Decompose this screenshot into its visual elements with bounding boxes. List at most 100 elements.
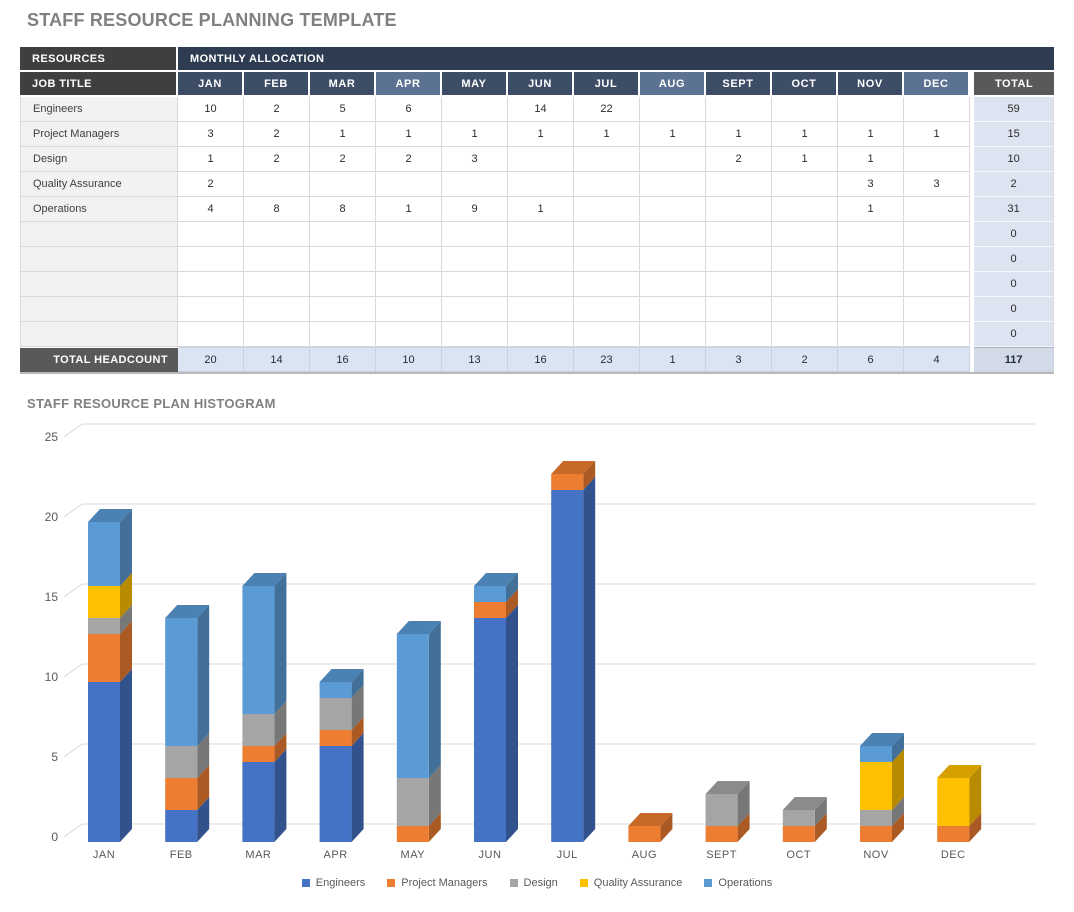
allocation-cell-r1-c7[interactable]: 1 [640,122,706,147]
allocation-cell-r5-c2[interactable] [310,222,376,247]
allocation-cell-r3-c5[interactable] [508,172,574,197]
allocation-cell-r1-c3[interactable]: 1 [376,122,442,147]
allocation-cell-r9-c0[interactable] [178,322,244,347]
allocation-cell-r9-c6[interactable] [574,322,640,347]
allocation-cell-r0-c3[interactable]: 6 [376,97,442,122]
allocation-cell-r4-c6[interactable] [574,197,640,222]
allocation-cell-r8-c6[interactable] [574,297,640,322]
allocation-cell-r5-c4[interactable] [442,222,508,247]
allocation-cell-r2-c3[interactable]: 2 [376,147,442,172]
allocation-cell-r3-c0[interactable]: 2 [178,172,244,197]
allocation-cell-r4-c9[interactable] [772,197,838,222]
allocation-cell-r8-c7[interactable] [640,297,706,322]
allocation-cell-r2-c6[interactable] [574,147,640,172]
allocation-cell-r0-c10[interactable] [838,97,904,122]
allocation-cell-r6-c3[interactable] [376,247,442,272]
allocation-cell-r2-c4[interactable]: 3 [442,147,508,172]
allocation-cell-r2-c10[interactable]: 1 [838,147,904,172]
allocation-cell-r5-c9[interactable] [772,222,838,247]
allocation-cell-r8-c5[interactable] [508,297,574,322]
allocation-cell-r9-c8[interactable] [706,322,772,347]
allocation-cell-r2-c11[interactable] [904,147,970,172]
allocation-cell-r1-c1[interactable]: 2 [244,122,310,147]
allocation-cell-r6-c0[interactable] [178,247,244,272]
job-title-cell[interactable] [20,322,178,347]
allocation-cell-r4-c8[interactable] [706,197,772,222]
allocation-cell-r2-c0[interactable]: 1 [178,147,244,172]
allocation-cell-r6-c8[interactable] [706,247,772,272]
allocation-cell-r0-c5[interactable]: 14 [508,97,574,122]
allocation-cell-r7-c11[interactable] [904,272,970,297]
allocation-cell-r4-c0[interactable]: 4 [178,197,244,222]
allocation-cell-r8-c10[interactable] [838,297,904,322]
allocation-cell-r5-c1[interactable] [244,222,310,247]
allocation-cell-r5-c6[interactable] [574,222,640,247]
allocation-cell-r0-c7[interactable] [640,97,706,122]
allocation-cell-r7-c9[interactable] [772,272,838,297]
allocation-cell-r8-c3[interactable] [376,297,442,322]
allocation-cell-r3-c2[interactable] [310,172,376,197]
allocation-cell-r6-c4[interactable] [442,247,508,272]
allocation-cell-r7-c5[interactable] [508,272,574,297]
allocation-cell-r6-c5[interactable] [508,247,574,272]
allocation-cell-r7-c4[interactable] [442,272,508,297]
job-title-cell[interactable] [20,222,178,247]
allocation-cell-r6-c10[interactable] [838,247,904,272]
allocation-cell-r7-c8[interactable] [706,272,772,297]
allocation-cell-r6-c6[interactable] [574,247,640,272]
allocation-cell-r3-c10[interactable]: 3 [838,172,904,197]
job-title-cell[interactable]: Design [20,147,178,172]
allocation-cell-r1-c0[interactable]: 3 [178,122,244,147]
allocation-cell-r1-c6[interactable]: 1 [574,122,640,147]
allocation-cell-r5-c10[interactable] [838,222,904,247]
allocation-cell-r6-c7[interactable] [640,247,706,272]
allocation-cell-r4-c2[interactable]: 8 [310,197,376,222]
allocation-cell-r7-c7[interactable] [640,272,706,297]
allocation-cell-r3-c3[interactable] [376,172,442,197]
allocation-cell-r2-c8[interactable]: 2 [706,147,772,172]
allocation-cell-r1-c4[interactable]: 1 [442,122,508,147]
allocation-cell-r7-c0[interactable] [178,272,244,297]
allocation-cell-r0-c9[interactable] [772,97,838,122]
allocation-cell-r0-c8[interactable] [706,97,772,122]
allocation-cell-r9-c9[interactable] [772,322,838,347]
allocation-cell-r3-c9[interactable] [772,172,838,197]
allocation-cell-r8-c1[interactable] [244,297,310,322]
allocation-cell-r5-c7[interactable] [640,222,706,247]
allocation-cell-r2-c7[interactable] [640,147,706,172]
allocation-cell-r2-c9[interactable]: 1 [772,147,838,172]
allocation-cell-r2-c2[interactable]: 2 [310,147,376,172]
job-title-cell[interactable] [20,247,178,272]
allocation-cell-r9-c11[interactable] [904,322,970,347]
job-title-cell[interactable]: Project Managers [20,122,178,147]
allocation-cell-r1-c8[interactable]: 1 [706,122,772,147]
allocation-cell-r5-c3[interactable] [376,222,442,247]
allocation-cell-r9-c5[interactable] [508,322,574,347]
allocation-cell-r4-c1[interactable]: 8 [244,197,310,222]
allocation-cell-r7-c1[interactable] [244,272,310,297]
allocation-cell-r5-c11[interactable] [904,222,970,247]
allocation-cell-r1-c10[interactable]: 1 [838,122,904,147]
allocation-cell-r3-c6[interactable] [574,172,640,197]
allocation-cell-r3-c7[interactable] [640,172,706,197]
allocation-cell-r8-c2[interactable] [310,297,376,322]
job-title-cell[interactable]: Quality Assurance [20,172,178,197]
allocation-cell-r3-c4[interactable] [442,172,508,197]
allocation-cell-r5-c0[interactable] [178,222,244,247]
allocation-cell-r7-c10[interactable] [838,272,904,297]
allocation-cell-r5-c8[interactable] [706,222,772,247]
allocation-cell-r4-c4[interactable]: 9 [442,197,508,222]
allocation-cell-r4-c11[interactable] [904,197,970,222]
allocation-cell-r9-c4[interactable] [442,322,508,347]
allocation-cell-r4-c5[interactable]: 1 [508,197,574,222]
allocation-cell-r6-c1[interactable] [244,247,310,272]
allocation-cell-r9-c10[interactable] [838,322,904,347]
allocation-cell-r8-c11[interactable] [904,297,970,322]
allocation-cell-r9-c1[interactable] [244,322,310,347]
allocation-cell-r4-c10[interactable]: 1 [838,197,904,222]
allocation-cell-r8-c0[interactable] [178,297,244,322]
allocation-cell-r9-c3[interactable] [376,322,442,347]
allocation-cell-r0-c11[interactable] [904,97,970,122]
job-title-cell[interactable]: Engineers [20,97,178,122]
allocation-cell-r3-c1[interactable] [244,172,310,197]
